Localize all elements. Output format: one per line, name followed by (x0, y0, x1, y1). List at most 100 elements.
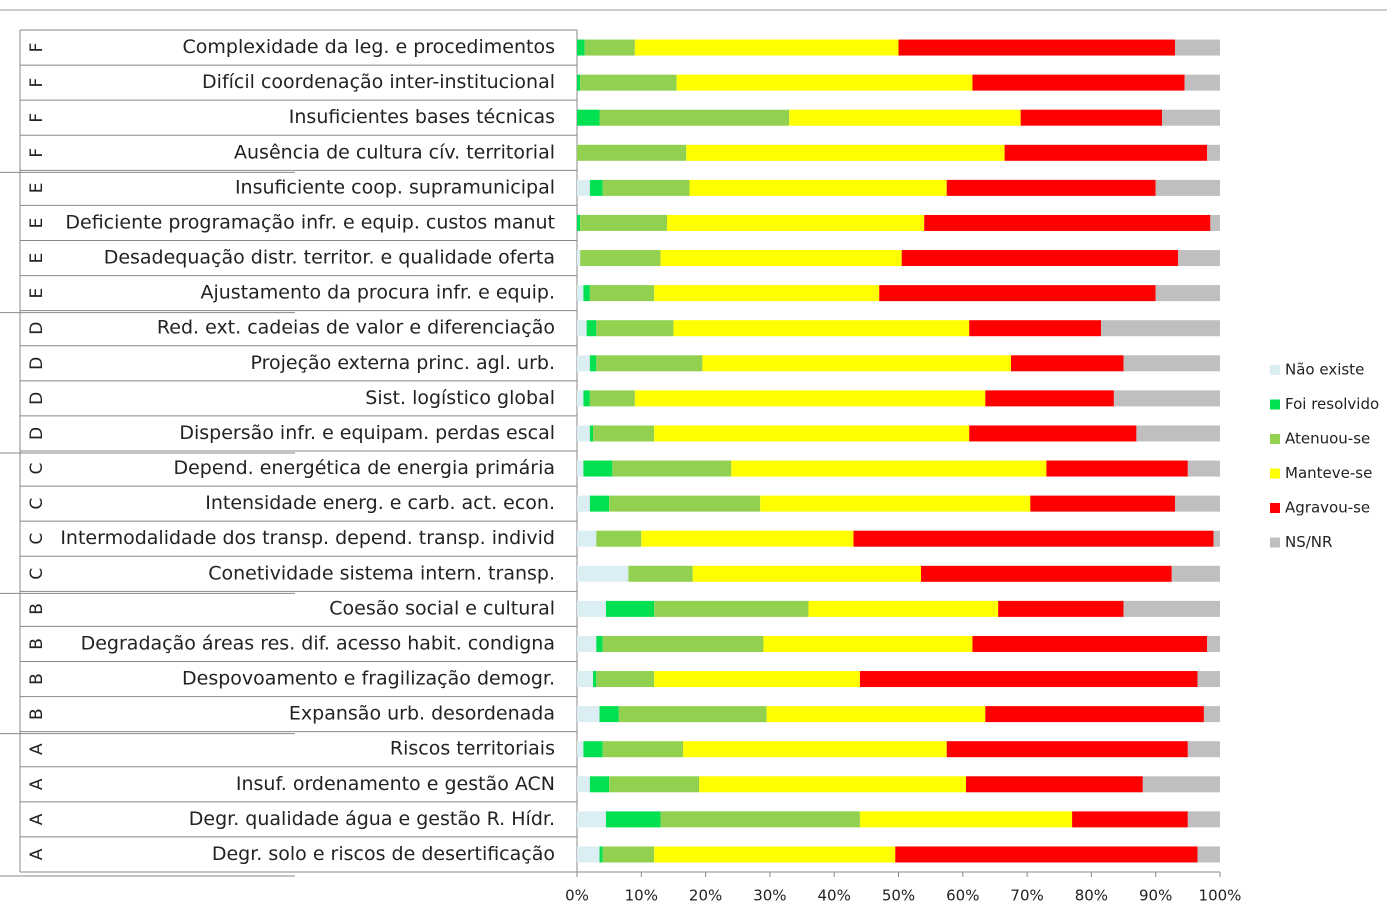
group-label: D (27, 427, 47, 440)
bar-segment (577, 144, 687, 161)
category-label: Intensidade energ. e carb. act. econ. (205, 492, 555, 514)
bar-segment (589, 179, 603, 196)
bar-segment (1020, 109, 1163, 126)
bar-segment (702, 355, 1012, 372)
bar-segment (763, 635, 973, 652)
bar-segment (589, 776, 610, 793)
category-label: Difícil coordenação inter-institucional (202, 71, 555, 93)
bar-segment (1213, 530, 1220, 547)
bar-segment (660, 811, 860, 828)
bar-segment (580, 74, 677, 91)
group-label: F (27, 148, 47, 158)
x-tick-label: 30% (753, 887, 786, 905)
legend-swatch (1270, 503, 1280, 513)
bar-segment (577, 250, 581, 267)
bar-segment (577, 495, 590, 512)
category-label: Insuf. ordenamento e gestão ACN (236, 773, 555, 795)
bar-segment (1155, 179, 1220, 196)
bar-segment (599, 109, 790, 126)
bar-segment (654, 285, 880, 302)
bar-segment (1101, 320, 1220, 337)
group-label: B (27, 673, 47, 685)
category-label: Intermodalidade dos transp. depend. tran… (60, 527, 555, 549)
bar-segment (602, 635, 764, 652)
category-label: Degr. qualidade água e gestão R. Hídr. (189, 808, 555, 830)
category-label: Dispersão infr. e equipam. perdas escal (179, 422, 555, 444)
category-label: Insuficientes bases técnicas (289, 106, 555, 128)
bar-segment (612, 460, 732, 477)
bar-segment (1142, 776, 1220, 793)
bar-segment (596, 635, 603, 652)
bar-segment (673, 320, 970, 337)
bar-segment (593, 425, 655, 442)
bar-segment (1155, 285, 1220, 302)
legend-swatch (1270, 399, 1280, 410)
group-label: A (27, 848, 47, 860)
x-tick-label: 90% (1139, 887, 1172, 905)
x-tick-label: 50% (882, 887, 915, 905)
bar-segment (583, 390, 590, 407)
bar-segment (972, 635, 1208, 652)
legend-label: Atenuou-se (1285, 430, 1370, 448)
bar-segment (583, 285, 590, 302)
bar-segment (634, 390, 986, 407)
x-tick-label: 20% (689, 887, 722, 905)
bar-segment (766, 706, 986, 723)
bar-segment (577, 390, 584, 407)
bar-segment (699, 776, 967, 793)
category-label: Sist. logístico global (365, 387, 555, 409)
bar-segment (946, 179, 1156, 196)
bar-segment (654, 671, 860, 688)
bar-segment (577, 109, 600, 126)
legend-label: Não existe (1285, 361, 1364, 379)
bar-segment (577, 530, 597, 547)
bar-segment (924, 214, 1211, 231)
bar-segment (577, 214, 581, 231)
bar-segment (577, 671, 594, 688)
bar-segment (596, 320, 674, 337)
bar-segment (605, 600, 655, 617)
bar-segment (609, 495, 761, 512)
group-label: B (27, 638, 47, 650)
bar-segment (589, 390, 635, 407)
bar-segment (901, 250, 1179, 267)
bar-segment (618, 706, 767, 723)
category-label: Despovoamento e fragilização demogr. (182, 668, 555, 690)
bar-segment (1207, 144, 1220, 161)
bar-segment (577, 565, 629, 582)
bar-segment (1123, 600, 1220, 617)
bar-segment (586, 320, 597, 337)
bar-segment (1184, 74, 1220, 91)
category-label: Riscos territoriais (390, 738, 555, 760)
bar-segment (605, 811, 661, 828)
bar-segment (998, 600, 1124, 617)
bar-segment (589, 425, 594, 442)
bar-segment (1197, 846, 1220, 863)
bar-segment (689, 179, 947, 196)
group-label: D (27, 357, 47, 370)
bar-segment (583, 460, 613, 477)
bar-segment (577, 635, 597, 652)
bar-segment (1123, 355, 1220, 372)
bar-segment (1197, 671, 1220, 688)
bar-segment (1187, 460, 1220, 477)
bar-segment (628, 565, 693, 582)
bar-segment (808, 600, 999, 617)
bar-segment (641, 530, 854, 547)
group-label: A (27, 743, 47, 755)
group-label: E (27, 218, 47, 229)
x-tick-label: 60% (946, 887, 979, 905)
category-label: Desadequação distr. territor. e qualidad… (104, 247, 555, 269)
group-label: A (27, 778, 47, 790)
category-label: Degradação áreas res. dif. acesso habit.… (81, 632, 555, 654)
bar-segment (599, 846, 603, 863)
bar-segment (1171, 565, 1220, 582)
bar-segment (853, 530, 1214, 547)
bar-segment (1046, 460, 1188, 477)
bar-segment (577, 320, 587, 337)
x-tick-label: 80% (1075, 887, 1108, 905)
bar-segment (946, 741, 1188, 758)
bar-segment (1030, 495, 1175, 512)
bar-segment (1011, 355, 1124, 372)
x-tick-label: 70% (1010, 887, 1043, 905)
